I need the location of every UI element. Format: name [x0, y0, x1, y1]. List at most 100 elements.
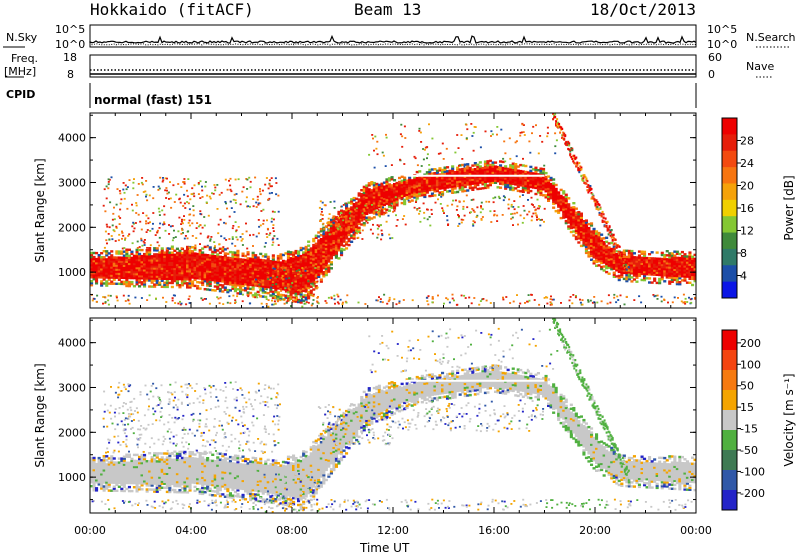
heatmap-cell [576, 162, 578, 164]
heatmap-cell [532, 213, 534, 215]
heatmap-cell [342, 303, 344, 305]
heatmap-cell [470, 123, 472, 125]
heatmap-cell [146, 299, 148, 301]
heatmap-cell [400, 124, 402, 126]
heatmap-cell [350, 241, 353, 243]
heatmap-cell [110, 295, 112, 297]
heatmap-cell [246, 188, 248, 190]
heatmap-cell [633, 252, 636, 254]
heatmap-cell [110, 250, 113, 252]
heatmap-cell [209, 196, 211, 198]
heatmap-cell [249, 206, 251, 208]
heatmap-cell [428, 123, 430, 125]
heatmap-cell [189, 208, 191, 210]
heatmap-cell [349, 218, 351, 220]
heatmap-cell [320, 278, 323, 280]
heatmap-cell [580, 302, 582, 304]
heatmap-cell [535, 124, 537, 126]
heatmap-cell [380, 301, 382, 303]
heatmap-cell [626, 296, 628, 298]
heatmap-cell [504, 161, 506, 163]
heatmap-cell [587, 299, 589, 301]
heatmap-cell [115, 240, 117, 242]
heatmap-cell [519, 196, 521, 198]
heatmap-cell [570, 296, 572, 298]
heatmap-cell [328, 230, 330, 232]
heatmap-cell [271, 192, 273, 194]
heatmap-cell [259, 279, 261, 281]
heatmap-cell [511, 206, 513, 208]
heatmap-cell [616, 296, 618, 298]
heatmap-cell [163, 205, 165, 207]
heatmap-cell [643, 251, 646, 253]
heatmap-cell [199, 224, 201, 226]
heatmap-cell [142, 212, 144, 214]
heatmap-cell [305, 303, 307, 305]
heatmap-cell [252, 288, 255, 290]
heatmap-cell [119, 217, 121, 219]
heatmap-cell [363, 222, 366, 224]
heatmap-cell [196, 222, 198, 224]
heatmap-cell [359, 202, 361, 204]
heatmap-cell [238, 178, 240, 180]
heatmap-cell [519, 303, 521, 305]
heatmap-cell [272, 211, 274, 213]
heatmap-cell [118, 216, 120, 218]
heatmap-cell [196, 227, 198, 229]
heatmap-cell [330, 261, 333, 263]
heatmap-cell [411, 199, 414, 201]
heatmap-cell [456, 191, 459, 193]
heatmap-cell [242, 300, 244, 302]
heatmap-cell [391, 164, 393, 166]
heatmap-cell [277, 291, 280, 293]
heatmap-cell [183, 178, 185, 180]
heatmap-cell [146, 194, 148, 196]
heatmap-cell [227, 248, 229, 250]
heatmap-cell [674, 297, 676, 299]
heatmap-cell [266, 303, 268, 305]
heatmap-cell [214, 189, 216, 191]
heatmap-cell [131, 204, 133, 206]
heatmap-cell [586, 180, 588, 182]
heatmap-cell [404, 126, 406, 128]
heatmap-cell [385, 165, 387, 167]
heatmap-cell [201, 186, 203, 188]
heatmap-cell [418, 130, 420, 132]
heatmap-cell [296, 297, 298, 299]
heatmap-cell [419, 221, 421, 223]
heatmap-cell [159, 237, 161, 239]
heatmap-cell [276, 238, 278, 240]
heatmap-cell [382, 301, 384, 303]
heatmap-cell [116, 297, 118, 299]
heatmap-cell [106, 226, 108, 228]
heatmap-cell [159, 227, 161, 229]
heatmap-cell [500, 129, 502, 131]
heatmap-cell [543, 165, 545, 167]
heatmap-cell [253, 205, 255, 207]
heatmap-cell [181, 221, 183, 223]
heatmap-cell [279, 277, 281, 279]
heatmap-cell [691, 284, 694, 286]
heatmap-cell [399, 159, 401, 161]
heatmap-cell [148, 247, 151, 249]
heatmap-cell [543, 221, 545, 223]
heatmap-cell [532, 204, 534, 206]
heatmap-cell [159, 177, 161, 179]
heatmap-cell [554, 132, 556, 134]
heatmap-cell [567, 197, 570, 199]
heatmap-cell [457, 225, 459, 227]
heatmap-cell [256, 206, 258, 208]
heatmap-cell [377, 212, 379, 214]
heatmap-cell [528, 141, 530, 143]
heatmap-cell [285, 278, 287, 280]
heatmap-cell [536, 216, 538, 218]
heatmap-cell [266, 281, 268, 283]
heatmap-cell [334, 303, 336, 305]
heatmap-cell [167, 247, 169, 249]
heatmap-cell [153, 186, 155, 188]
heatmap-cell [121, 238, 123, 240]
heatmap-cell [303, 294, 305, 296]
heatmap-cell [531, 216, 533, 218]
heatmap-cell [523, 205, 525, 207]
heatmap-cell [520, 215, 522, 217]
